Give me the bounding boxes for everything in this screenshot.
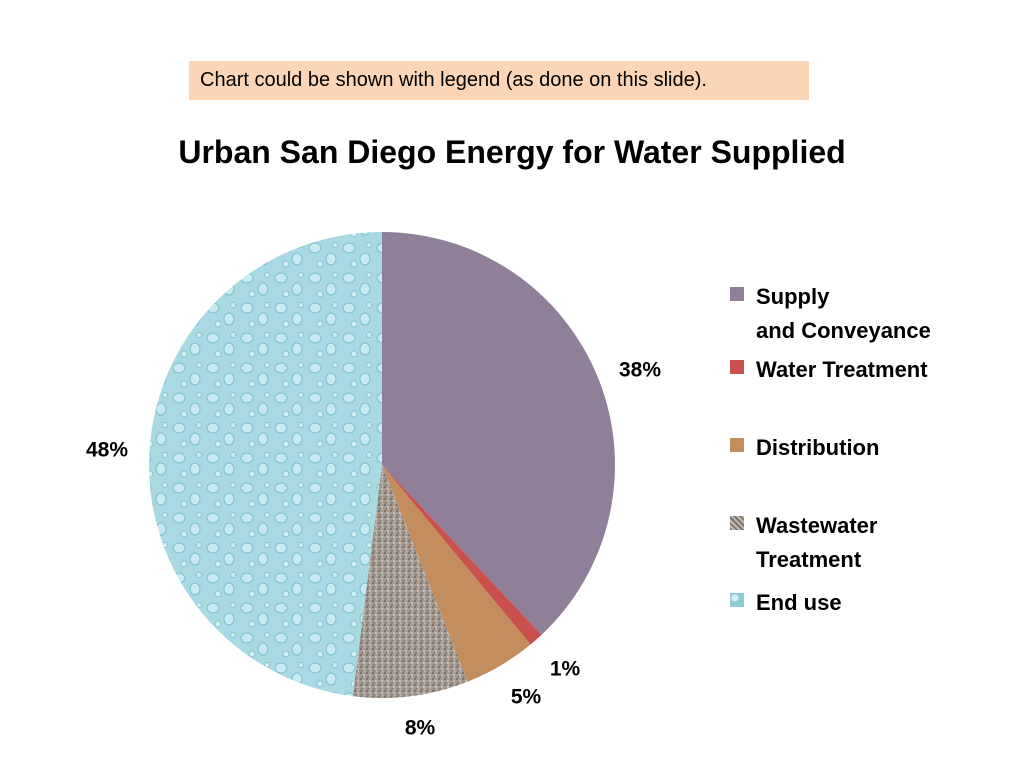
note-banner: Chart could be shown with legend (as don… bbox=[189, 61, 809, 100]
pct-label-0: 38% bbox=[619, 359, 661, 382]
pct-label-4: 48% bbox=[86, 439, 128, 462]
legend-swatch-1 bbox=[730, 360, 744, 374]
pct-label-1: 1% bbox=[550, 658, 581, 681]
legend-item-4: End use bbox=[730, 586, 842, 620]
legend-label-4: End use bbox=[756, 590, 842, 615]
pct-label-2: 5% bbox=[511, 686, 542, 709]
pct-label-3: 8% bbox=[405, 717, 436, 740]
legend-label-1: Water Treatment bbox=[756, 357, 928, 382]
legend-swatch-2 bbox=[730, 438, 744, 452]
legend-item-3: Wastewater Treatment bbox=[730, 509, 877, 577]
legend-label-0: Supply and Conveyance bbox=[756, 284, 931, 343]
legend-swatch-0 bbox=[730, 287, 744, 301]
legend-item-1: Water Treatment bbox=[730, 353, 928, 387]
legend-swatch-3 bbox=[730, 516, 744, 530]
pie-slice-1 bbox=[382, 465, 542, 645]
legend-swatch-4 bbox=[730, 593, 744, 607]
legend-item-2: Distribution bbox=[730, 431, 879, 465]
chart-title: Urban San Diego Energy for Water Supplie… bbox=[178, 134, 846, 170]
note-text: Chart could be shown with legend (as don… bbox=[200, 69, 707, 91]
pie-slice-3 bbox=[352, 465, 468, 698]
legend-item-0: Supply and Conveyance bbox=[730, 280, 931, 348]
legend-label-2: Distribution bbox=[756, 435, 880, 460]
legend-label-3: Wastewater Treatment bbox=[756, 513, 878, 572]
pie-slice-2 bbox=[382, 465, 531, 682]
pie-slice-0 bbox=[382, 232, 616, 635]
pie-slice-4 bbox=[149, 232, 382, 697]
